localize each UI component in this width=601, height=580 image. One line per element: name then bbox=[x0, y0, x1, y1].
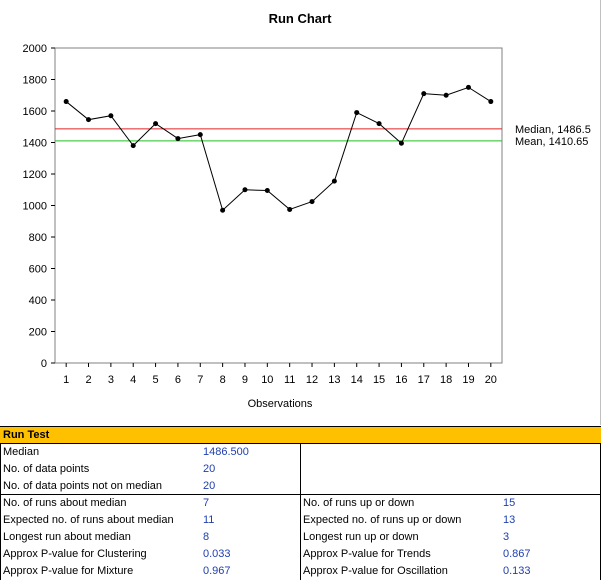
y-tick-label: 2000 bbox=[23, 43, 47, 55]
x-tick-label: 15 bbox=[373, 374, 385, 386]
stat-value: 11 bbox=[203, 514, 215, 526]
stat-value: 0.967 bbox=[203, 565, 231, 577]
data-point bbox=[153, 121, 159, 127]
stat-value: 13 bbox=[503, 514, 516, 526]
data-point bbox=[108, 113, 114, 119]
x-tick-label: 6 bbox=[175, 374, 181, 386]
x-tick-label: 11 bbox=[284, 374, 295, 386]
points-value: 20 bbox=[203, 463, 216, 475]
data-point bbox=[86, 117, 92, 123]
y-tick-label: 1800 bbox=[23, 75, 47, 87]
chart-title: Run Chart bbox=[269, 11, 333, 26]
data-point bbox=[63, 99, 69, 105]
x-tick-label: 17 bbox=[418, 374, 430, 386]
row-divider bbox=[0, 494, 601, 495]
y-tick-label: 200 bbox=[29, 327, 47, 339]
data-point bbox=[331, 178, 337, 184]
y-tick-label: 1400 bbox=[23, 138, 47, 150]
x-axis-label: Observations bbox=[248, 398, 313, 410]
data-point bbox=[197, 132, 203, 138]
not-on-median-label: No. of data points not on median bbox=[3, 480, 162, 492]
stat-label: No. of runs about median bbox=[3, 497, 127, 509]
median-line-label: Median, 1486.5 bbox=[515, 124, 591, 136]
stat-value: 3 bbox=[503, 531, 510, 543]
y-tick-label: 1200 bbox=[23, 169, 47, 181]
stat-label: Expected no. of runs up or down bbox=[303, 514, 462, 526]
stat-label: Approx P-value for Mixture bbox=[3, 565, 134, 577]
y-tick-label: 1600 bbox=[23, 106, 47, 118]
stat-label: Approx P-value for Clustering bbox=[3, 548, 147, 560]
median-label: Median bbox=[3, 446, 40, 458]
stat-label: Approx P-value for Trends bbox=[303, 548, 431, 560]
x-tick-label: 8 bbox=[220, 374, 226, 386]
data-point bbox=[465, 84, 471, 90]
data-point bbox=[264, 188, 270, 194]
series-line bbox=[65, 86, 492, 212]
data-point bbox=[443, 92, 449, 98]
run-chart-svg: Run Chart 0 200 400 600 800 1000 1200 1400 1600 1… bbox=[23, 11, 591, 410]
data-point bbox=[242, 187, 248, 193]
y-tick-label: 400 bbox=[29, 295, 47, 307]
y-tick-label: 0 bbox=[41, 358, 47, 370]
x-tick-label: 4 bbox=[130, 374, 136, 386]
run-test-panel: Run Test Median 1486.500 No. of data poi… bbox=[0, 426, 601, 580]
x-tick-label: 9 bbox=[242, 374, 248, 386]
x-tick-label: 18 bbox=[440, 374, 452, 386]
y-tick-label: 1000 bbox=[23, 201, 47, 213]
x-axis: 1 2 3 4 5 6 7 8 9 10 11 12 13 14 15 16 17 18 19 20 bbox=[63, 363, 497, 386]
data-point bbox=[376, 121, 382, 127]
stat-value: 8 bbox=[203, 531, 210, 543]
x-tick-label: 10 bbox=[261, 374, 273, 386]
stat-label: Longest run up or down bbox=[303, 531, 419, 543]
points-label: No. of data points bbox=[3, 463, 90, 475]
x-tick-label: 3 bbox=[108, 374, 114, 386]
stat-label: Expected no. of runs about median bbox=[3, 514, 174, 526]
stat-value: 7 bbox=[203, 497, 210, 509]
stat-value: 0.867 bbox=[503, 548, 531, 560]
run-test-header: Run Test bbox=[0, 426, 601, 444]
data-point bbox=[287, 206, 293, 212]
y-tick-label: 600 bbox=[29, 264, 47, 276]
data-point bbox=[354, 110, 360, 116]
stat-value: 0.133 bbox=[503, 565, 531, 577]
x-tick-label: 1 bbox=[63, 374, 69, 386]
mean-line-label: Mean, 1410.65 bbox=[515, 136, 588, 148]
x-tick-label: 12 bbox=[306, 374, 318, 386]
x-tick-label: 19 bbox=[462, 374, 474, 386]
x-tick-label: 2 bbox=[85, 374, 91, 386]
stat-value: 15 bbox=[503, 497, 516, 509]
median-value: 1486.500 bbox=[203, 446, 249, 458]
data-point bbox=[175, 136, 181, 142]
x-tick-label: 20 bbox=[485, 374, 497, 386]
y-axis: 0 200 400 600 800 1000 1200 1400 1600 1800 2000 bbox=[23, 43, 55, 370]
run-chart: Run Chart 0 200 400 600 800 1000 1200 1400 1600 1… bbox=[22, 0, 601, 425]
stat-label: No. of runs up or down bbox=[303, 497, 415, 509]
data-point bbox=[220, 207, 226, 213]
left-border bbox=[0, 444, 1, 580]
x-tick-label: 16 bbox=[395, 374, 407, 386]
x-tick-label: 5 bbox=[153, 374, 159, 386]
not-on-median-value: 20 bbox=[203, 480, 216, 492]
x-tick-label: 14 bbox=[351, 374, 363, 386]
data-point bbox=[398, 140, 404, 146]
stat-label: Approx P-value for Oscillation bbox=[303, 565, 448, 577]
data-point bbox=[309, 199, 315, 205]
data-point bbox=[421, 91, 427, 97]
data-series bbox=[63, 84, 494, 213]
x-tick-label: 13 bbox=[328, 374, 340, 386]
stat-label: Longest run about median bbox=[3, 531, 131, 543]
stat-value: 0.033 bbox=[203, 548, 231, 560]
column-divider bbox=[300, 444, 301, 580]
x-tick-label: 7 bbox=[197, 374, 203, 386]
data-point bbox=[130, 143, 136, 149]
y-tick-label: 800 bbox=[29, 232, 47, 244]
plot-area bbox=[54, 47, 503, 364]
data-point bbox=[488, 99, 494, 105]
